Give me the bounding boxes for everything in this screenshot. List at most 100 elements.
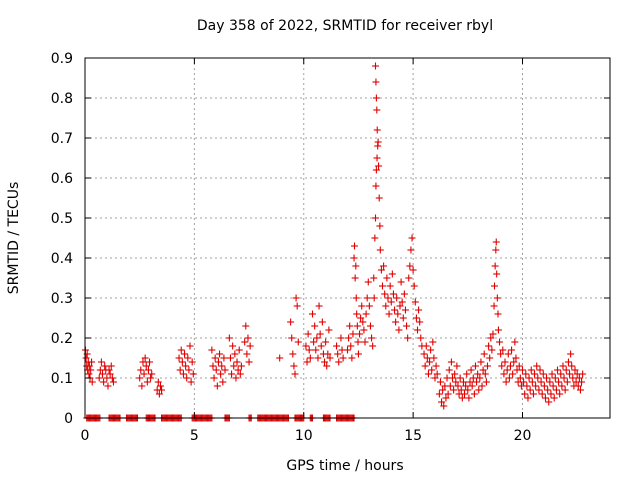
data-point <box>551 374 559 382</box>
data-point <box>314 354 322 362</box>
data-point <box>469 374 477 382</box>
data-point <box>433 370 441 378</box>
data-point <box>522 370 530 378</box>
data-point <box>360 326 368 334</box>
data-point <box>453 362 461 370</box>
data-point <box>213 382 221 390</box>
data-point <box>348 354 356 362</box>
data-point <box>492 238 500 246</box>
data-point <box>457 386 465 394</box>
data-point <box>181 350 189 358</box>
data-point <box>304 330 312 338</box>
data-point <box>99 370 106 378</box>
data-point <box>82 354 90 362</box>
data-point <box>563 378 571 386</box>
data-point <box>540 382 548 390</box>
data-point <box>88 378 96 386</box>
data-point <box>143 378 151 386</box>
data-point <box>400 290 408 298</box>
data-point <box>462 382 470 390</box>
data-point <box>351 242 358 250</box>
x-axis-ticks: 0 5 10 15 20 <box>81 58 531 444</box>
data-point <box>352 294 360 302</box>
data-point <box>502 378 510 386</box>
data-point <box>356 330 364 338</box>
data-point <box>353 322 361 330</box>
data-point <box>388 270 396 278</box>
data-point <box>392 318 400 326</box>
data-point <box>235 346 243 354</box>
data-point <box>509 370 517 378</box>
data-point <box>468 382 476 390</box>
data-point <box>444 390 452 398</box>
data-point <box>397 278 405 286</box>
plot-frame <box>84 57 611 419</box>
data-point <box>147 374 155 382</box>
data-point <box>465 394 473 402</box>
data-point <box>500 370 508 378</box>
y-tick-label: 0.2 <box>51 331 73 347</box>
data-point <box>525 374 533 382</box>
data-point <box>491 262 499 270</box>
data-point <box>417 334 425 342</box>
x-tick-label: 10 <box>295 428 313 444</box>
data-point <box>485 342 493 350</box>
data-point <box>431 374 439 382</box>
data-point <box>478 382 486 390</box>
data-point <box>406 262 414 270</box>
data-point <box>107 362 115 370</box>
data-point <box>175 354 183 362</box>
data-point <box>408 234 416 242</box>
data-point <box>561 386 569 394</box>
data-point <box>95 374 103 382</box>
data-point <box>567 350 575 358</box>
data-point <box>276 354 284 362</box>
data-point <box>136 374 144 382</box>
data-point <box>442 394 450 402</box>
data-point <box>108 374 116 382</box>
data-point <box>322 338 330 346</box>
data-point <box>375 162 383 170</box>
data-point <box>233 358 241 366</box>
data-point <box>528 378 536 386</box>
data-point <box>499 346 507 354</box>
data-point <box>100 378 108 386</box>
data-point <box>512 354 520 362</box>
data-point <box>243 350 251 358</box>
data-point <box>470 390 478 398</box>
data-point <box>386 282 394 290</box>
data-point <box>380 262 388 270</box>
data-point <box>490 302 498 310</box>
data-point <box>288 334 296 342</box>
data-point <box>438 398 446 406</box>
data-point <box>503 366 511 374</box>
data-point <box>358 302 366 310</box>
data-point <box>516 374 524 382</box>
data-point <box>547 390 555 398</box>
data-point <box>220 354 228 362</box>
data-point <box>379 282 386 290</box>
y-axis-ticks: 0 0.1 0.2 0.3 0.4 0.5 0.6 0.7 0.8 0.9 <box>51 51 610 427</box>
y-tick-label: 0.4 <box>51 251 73 267</box>
data-point <box>232 374 240 382</box>
data-point <box>575 374 583 382</box>
data-point <box>411 298 419 306</box>
data-point <box>552 386 560 394</box>
data-point <box>391 306 399 314</box>
data-point <box>473 378 481 386</box>
data-point <box>506 362 514 370</box>
data-point <box>244 334 252 342</box>
data-point <box>156 382 164 390</box>
data-point <box>524 394 532 402</box>
data-point <box>435 390 443 398</box>
data-point <box>412 314 420 322</box>
data-point <box>187 378 195 386</box>
data-point <box>461 390 469 398</box>
data-point <box>476 374 484 382</box>
data-point <box>479 366 487 374</box>
data-point <box>186 342 194 350</box>
data-point <box>421 362 429 370</box>
data-point <box>415 306 423 314</box>
data-point <box>246 342 254 350</box>
data-point <box>373 154 381 162</box>
